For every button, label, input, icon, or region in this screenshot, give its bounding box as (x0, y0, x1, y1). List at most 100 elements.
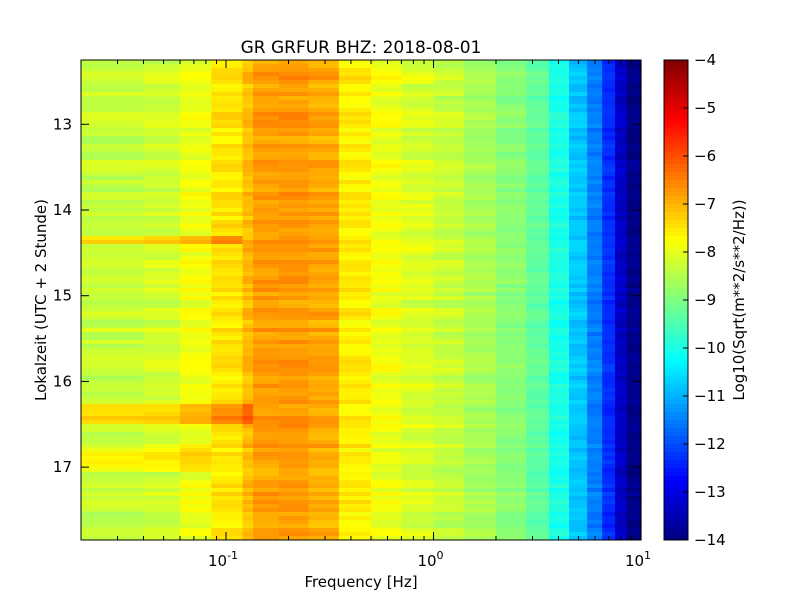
heatmap-cell (180, 208, 212, 213)
heatmap-cell (526, 424, 550, 429)
heatmap-cell (180, 256, 212, 261)
heatmap-cell (242, 64, 254, 69)
heatmap-cell (602, 496, 616, 501)
heatmap-cell (278, 360, 310, 365)
heatmap-cell (569, 252, 588, 257)
heatmap-cell (81, 404, 145, 409)
heatmap-cell (338, 328, 372, 333)
heatmap-cell (463, 160, 497, 165)
heatmap-cell (180, 184, 212, 189)
heatmap-cell (495, 100, 527, 105)
heatmap-cell (626, 84, 642, 89)
heatmap-cell (433, 516, 465, 521)
heatmap-cell (433, 304, 465, 309)
y-tick-label: 17 (53, 458, 72, 476)
heatmap-cell (401, 208, 435, 213)
colorbar-segment (664, 388, 688, 393)
heatmap-cell (495, 144, 527, 149)
heatmap-cell (463, 460, 497, 465)
heatmap-cell (615, 216, 627, 221)
heatmap-cell (278, 252, 310, 257)
heatmap-cell (338, 116, 372, 121)
heatmap-cell (463, 220, 497, 225)
heatmap-cell (626, 160, 642, 165)
heatmap-cell (242, 320, 254, 325)
heatmap-cell (278, 164, 310, 169)
heatmap-cell (180, 296, 212, 301)
heatmap-cell (253, 384, 280, 389)
heatmap-cell (463, 68, 497, 73)
heatmap-cell (602, 80, 616, 85)
heatmap-cell (253, 272, 280, 277)
heatmap-cell (278, 356, 310, 361)
heatmap-cell (569, 152, 588, 157)
colorbar-tick-label: −7 (694, 195, 716, 213)
heatmap-cell (526, 408, 550, 413)
colorbar-segment (664, 384, 688, 389)
heatmap-cell (242, 448, 254, 453)
heatmap-cell (211, 172, 244, 177)
heatmap-cell (548, 72, 570, 77)
heatmap-cell (278, 116, 310, 121)
heatmap-cell (602, 284, 616, 289)
heatmap-cell (433, 280, 465, 285)
heatmap-cell (626, 532, 642, 537)
heatmap-cell (143, 352, 181, 357)
heatmap-cell (526, 76, 550, 81)
heatmap-cell (463, 192, 497, 197)
heatmap-cell (211, 132, 244, 137)
heatmap-cell (308, 320, 340, 325)
heatmap-cell (143, 268, 181, 273)
heatmap-cell (626, 408, 642, 413)
heatmap-cell (211, 328, 244, 333)
heatmap-cell (278, 380, 310, 385)
heatmap-cell (495, 212, 527, 217)
heatmap-cell (569, 156, 588, 161)
heatmap-cell (278, 464, 310, 469)
heatmap-cell (569, 396, 588, 401)
heatmap-cell (242, 356, 254, 361)
colorbar-segment (664, 64, 688, 69)
colorbar-tick-label: −8 (694, 243, 716, 261)
heatmap-cell (242, 312, 254, 317)
heatmap-cell (526, 480, 550, 485)
heatmap-cell (371, 176, 402, 181)
heatmap-cell (253, 460, 280, 465)
heatmap-cell (371, 252, 402, 257)
heatmap-cell (242, 496, 254, 501)
heatmap-cell (242, 236, 254, 241)
heatmap-cell (338, 460, 372, 465)
heatmap-cell (626, 272, 642, 277)
heatmap-cell (495, 196, 527, 201)
colorbar-segment (664, 120, 688, 125)
heatmap-cell (242, 360, 254, 365)
heatmap-cell (180, 172, 212, 177)
heatmap-cell (278, 180, 310, 185)
heatmap-cell (211, 308, 244, 313)
heatmap-cell (371, 404, 402, 409)
heatmap-cell (463, 240, 497, 245)
heatmap-cell (180, 456, 212, 461)
heatmap-cell (81, 284, 145, 289)
heatmap-cell (371, 132, 402, 137)
heatmap-cell (463, 292, 497, 297)
heatmap-cell (569, 376, 588, 381)
heatmap-cell (253, 240, 280, 245)
heatmap-cell (587, 180, 603, 185)
heatmap-cell (615, 356, 627, 361)
colorbar-segment (664, 508, 688, 513)
heatmap-cell (180, 64, 212, 69)
heatmap-cell (371, 248, 402, 253)
heatmap-cell (371, 60, 402, 65)
heatmap-cell (81, 456, 145, 461)
heatmap-cell (548, 340, 570, 345)
heatmap-cell (587, 384, 603, 389)
heatmap-cell (569, 148, 588, 153)
heatmap-cell (242, 504, 254, 509)
heatmap-cell (371, 516, 402, 521)
heatmap-cell (211, 152, 244, 157)
colorbar-segment (664, 288, 688, 293)
colorbar-segment (664, 148, 688, 153)
heatmap-cell (180, 428, 212, 433)
